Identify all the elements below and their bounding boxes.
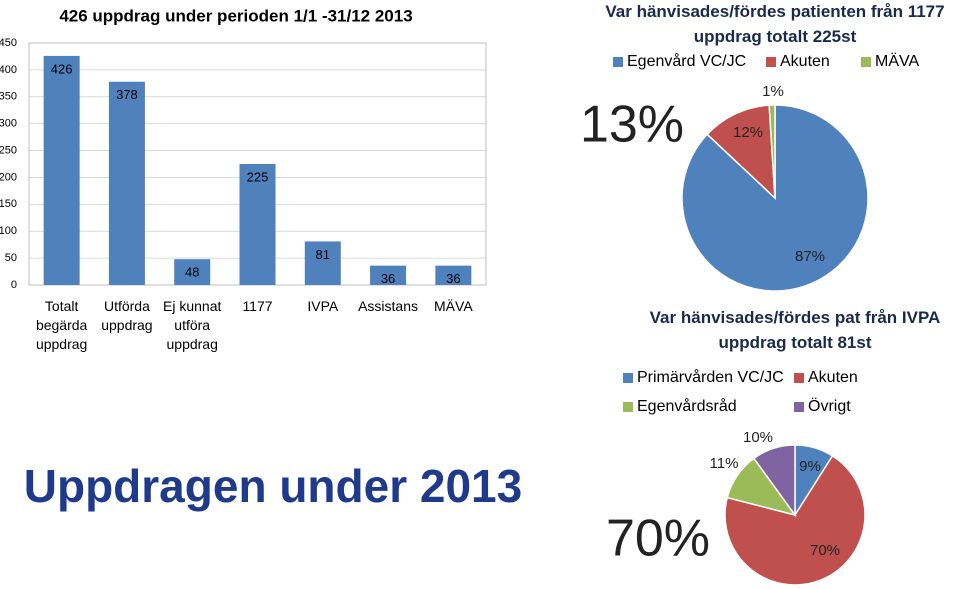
bar: [43, 55, 80, 286]
data-label: 48: [185, 265, 199, 280]
legend-swatch: [861, 57, 871, 67]
y-tick-label: 200: [0, 171, 17, 183]
pie-title: Var hänvisades/fördes pat från IVPA uppdr…: [650, 308, 941, 352]
annotation: 70%: [606, 510, 710, 568]
legend-swatch: [623, 402, 633, 412]
data-label: 70%: [810, 542, 840, 559]
legend-swatch: [613, 57, 623, 67]
data-label: 378: [116, 87, 138, 102]
bar: [304, 241, 341, 285]
legend-label: Övrigt: [808, 397, 851, 415]
pie-slice: [768, 104, 776, 199]
pie-slice: [752, 444, 796, 518]
data-label: 11%: [710, 455, 739, 472]
x-tick-label: Utförda uppdrag: [101, 298, 153, 333]
y-tick-label: 50: [5, 252, 17, 264]
pie-slice: [706, 104, 776, 200]
x-tick-label: Ej kunnat utföra uppdrag: [163, 298, 222, 352]
data-label: 426: [51, 61, 73, 76]
bar: [108, 81, 145, 285]
data-label: 12%: [733, 124, 763, 141]
x-tick-label: IVPA: [307, 298, 339, 314]
y-tick-label: 100: [0, 225, 17, 237]
slide-title: Uppdragen under 2013: [24, 460, 522, 512]
bar: [174, 259, 211, 285]
data-label: 87%: [795, 248, 825, 265]
y-tick-label: 350: [0, 91, 17, 103]
pie-slice: [724, 454, 866, 586]
data-label: 9%: [799, 458, 821, 475]
legend-swatch: [766, 57, 776, 67]
legend-label: Akuten: [780, 53, 830, 70]
legend-label: Egenvård VC/JC: [627, 52, 746, 70]
x-tick-label: 1177: [242, 298, 273, 314]
y-tick-label: 400: [0, 64, 17, 76]
x-tick-label: Totalt begärda uppdrag: [35, 298, 88, 352]
legend-label: MÄVA: [875, 52, 919, 70]
data-label: 225: [247, 169, 269, 184]
bar: [370, 265, 407, 285]
legend-label: Primärvården VC/JC: [637, 368, 784, 386]
pie-title: Var hänvisades/fördes patienten från 117…: [605, 2, 944, 46]
legend-swatch: [794, 373, 804, 383]
data-label: 10%: [743, 429, 773, 446]
bar: [435, 265, 472, 285]
y-tick-label: 300: [0, 118, 17, 130]
annotation: 13%: [580, 96, 684, 154]
x-tick-label: MÄVA: [434, 298, 473, 314]
y-tick-label: 0: [11, 279, 17, 291]
y-tick-label: 250: [0, 144, 17, 156]
bar-title: 426 uppdrag under perioden 1/1 -31/12 20…: [59, 6, 412, 25]
data-label: 36: [381, 271, 395, 286]
legend-swatch: [623, 373, 633, 383]
legend-label: Egenvårdsråd: [637, 397, 737, 415]
legend-swatch: [794, 402, 804, 412]
x-tick-label: Assistans: [358, 298, 419, 314]
bar: [239, 164, 276, 285]
data-label: 1%: [762, 83, 784, 100]
y-tick-label: 150: [0, 198, 17, 210]
data-label: 81: [316, 247, 330, 262]
legend-label: Akuten: [808, 369, 858, 386]
data-label: 36: [446, 271, 460, 286]
y-tick-label: 450: [0, 37, 17, 49]
